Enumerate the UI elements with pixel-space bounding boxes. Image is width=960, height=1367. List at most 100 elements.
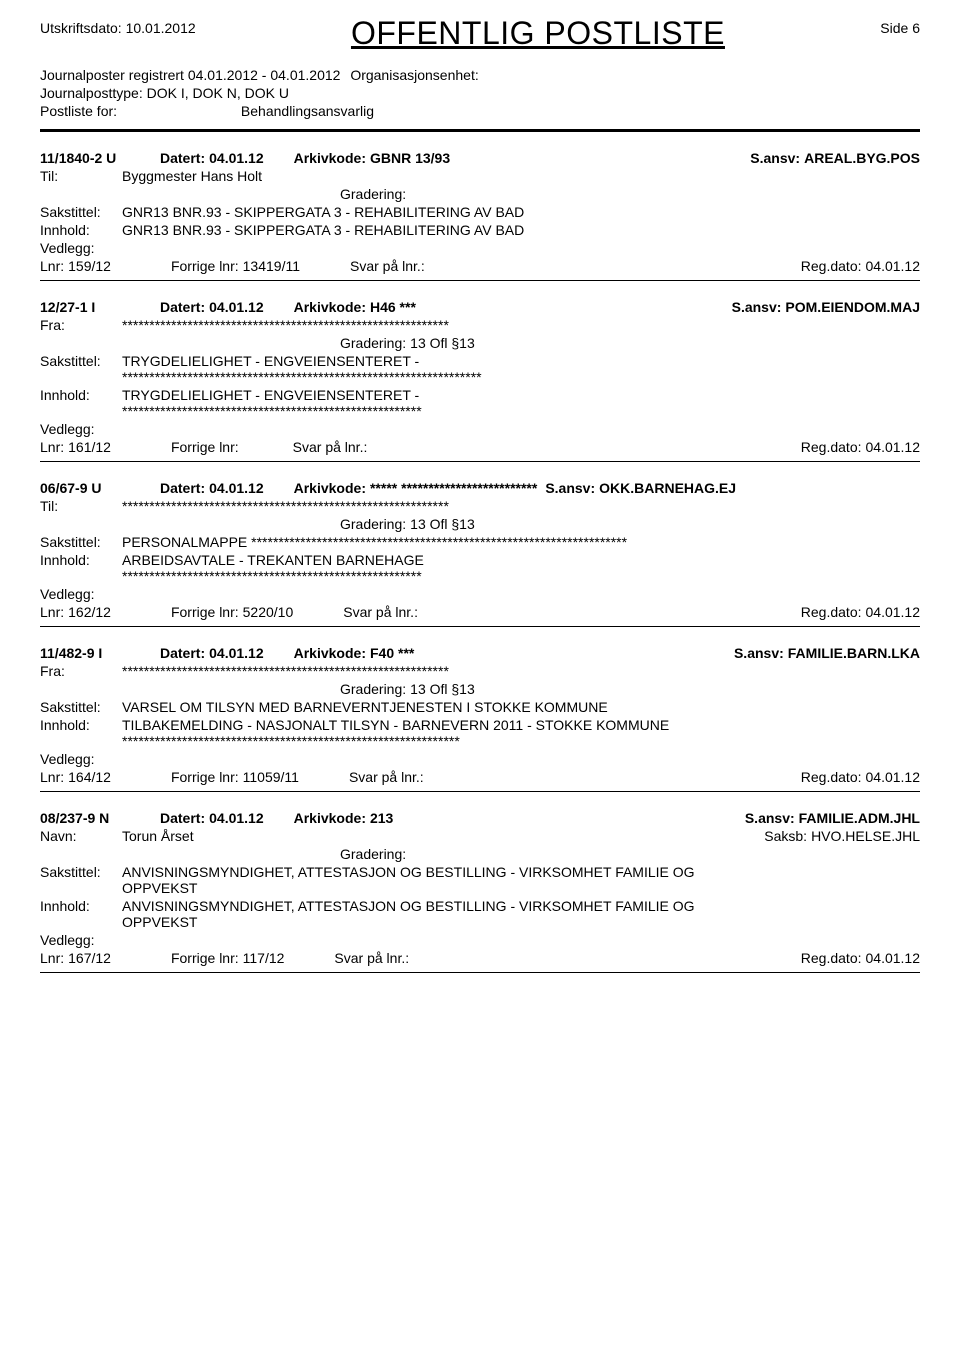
forrige-label: Forrige lnr: [171, 439, 239, 455]
svar-label: Svar på lnr.: [293, 439, 368, 455]
reg-label: Reg.dato: [801, 950, 862, 966]
arkiv-label: Arkivkode: [294, 645, 366, 661]
party-line: Fra: ***********************************… [40, 317, 920, 333]
innhold-value: ANVISNINGSMYNDIGHET, ATTESTASJON OG BEST… [122, 898, 920, 914]
vedlegg-label: Vedlegg: [40, 586, 122, 602]
arkiv-label: Arkivkode: [294, 480, 366, 496]
arkiv-value: GBNR 13/93 [370, 150, 450, 166]
sansv-value: FAMILIE.BARN.LKA [788, 645, 920, 661]
sakstittel-value: TRYGDELIELIGHET - ENGVEIENSENTERET - [122, 353, 920, 369]
record-id: 11/482-9 I [40, 645, 160, 661]
record-header: 08/237-9 N Datert: 04.01.12 Arkivkode: 2… [40, 810, 920, 826]
record-header: 06/67-9 U Datert: 04.01.12 Arkivkode: **… [40, 480, 920, 496]
innhold-line: Innhold: TRYGDELIELIGHET - ENGVEIENSENTE… [40, 387, 920, 403]
record-header: 11/1840-2 U Datert: 04.01.12 Arkivkode: … [40, 150, 920, 166]
sakstittel-value: ANVISNINGSMYNDIGHET, ATTESTASJON OG BEST… [122, 864, 920, 880]
sakstittel-cont: OPPVEKST [122, 880, 920, 896]
arkiv-value: H46 *** [370, 299, 416, 315]
reg-value: 04.01.12 [866, 604, 921, 620]
arkiv-label: Arkivkode: [294, 810, 366, 826]
record-id: 08/237-9 N [40, 810, 160, 826]
record-footer: Lnr: 159/12 Forrige lnr: 13419/11 Svar p… [40, 258, 920, 278]
innhold-value: TRYGDELIELIGHET - ENGVEIENSENTERET - [122, 387, 920, 403]
gradering-label: Gradering: [340, 846, 406, 862]
innhold-line: Innhold: ANVISNINGSMYNDIGHET, ATTESTASJO… [40, 898, 920, 914]
meta-org-label: Organisasjonsenhet: [350, 67, 478, 83]
vedlegg-label: Vedlegg: [40, 421, 122, 437]
sakstittel-line: Sakstittel: ANVISNINGSMYNDIGHET, ATTESTA… [40, 864, 920, 880]
vedlegg-line: Vedlegg: [40, 751, 920, 767]
reg-value: 04.01.12 [866, 769, 921, 785]
saksb-label: Saksb: [764, 828, 807, 844]
journal-record: 11/1840-2 U Datert: 04.01.12 Arkivkode: … [40, 150, 920, 281]
party-line: Til: ***********************************… [40, 498, 920, 514]
sakstittel-label: Sakstittel: [40, 864, 122, 880]
sakstittel-value: GNR13 BNR.93 - SKIPPERGATA 3 - REHABILIT… [122, 204, 920, 220]
innhold-cont: ****************************************… [122, 568, 920, 584]
forrige-label: Forrige lnr: [171, 604, 239, 620]
innhold-cont: ****************************************… [122, 403, 920, 419]
lnr-label: Lnr: [40, 769, 64, 785]
gradering-line: Gradering: 13 Ofl §13 [40, 516, 920, 532]
party-label: Fra: [40, 663, 122, 679]
sakstittel-label: Sakstittel: [40, 204, 122, 220]
record-id: 06/67-9 U [40, 480, 160, 496]
date-value: 04.01.12 [209, 645, 264, 661]
print-date: Utskriftsdato: 10.01.2012 [40, 20, 196, 36]
lnr-label: Lnr: [40, 950, 64, 966]
meta-postliste-value: Behandlingsansvarlig [241, 103, 374, 119]
party-label: Fra: [40, 317, 122, 333]
sakstittel-value: VARSEL OM TILSYN MED BARNEVERNTJENESTEN … [122, 699, 920, 715]
gradering-label: Gradering: [340, 186, 406, 202]
divider [40, 626, 920, 627]
gradering-label: Gradering: [340, 335, 406, 351]
arkiv-value: 213 [370, 810, 393, 826]
party-value: ****************************************… [122, 498, 920, 514]
reg-value: 04.01.12 [866, 950, 921, 966]
date-label: Datert: [160, 645, 205, 661]
vedlegg-label: Vedlegg: [40, 932, 122, 948]
innhold-value: GNR13 BNR.93 - SKIPPERGATA 3 - REHABILIT… [122, 222, 920, 238]
saksb-value: HVO.HELSE.JHL [811, 828, 920, 844]
navn-label: Navn: [40, 828, 122, 844]
record-header: 11/482-9 I Datert: 04.01.12 Arkivkode: F… [40, 645, 920, 661]
sakstittel-line: Sakstittel: PERSONALMAPPE **************… [40, 534, 920, 550]
record-id: 11/1840-2 U [40, 150, 160, 166]
sakstittel-value: PERSONALMAPPE **************************… [122, 534, 920, 550]
arkiv-label: Arkivkode: [294, 299, 366, 315]
sakstittel-line: Sakstittel: VARSEL OM TILSYN MED BARNEVE… [40, 699, 920, 715]
record-footer: Lnr: 162/12 Forrige lnr: 5220/10 Svar på… [40, 604, 920, 624]
sansv-label: S.ansv: [734, 645, 784, 661]
print-date-label: Utskriftsdato: [40, 20, 122, 36]
sansv-label: S.ansv: [732, 299, 782, 315]
vedlegg-line: Vedlegg: [40, 421, 920, 437]
innhold-cont: OPPVEKST [122, 914, 920, 930]
reg-label: Reg.dato: [801, 258, 862, 274]
sansv-label: S.ansv: [750, 150, 800, 166]
sansv-label: S.ansv: [745, 810, 795, 826]
innhold-label: Innhold: [40, 387, 122, 403]
reg-label: Reg.dato: [801, 604, 862, 620]
journal-record: 12/27-1 I Datert: 04.01.12 Arkivkode: H4… [40, 299, 920, 462]
arkiv-value: ***** ************************* [370, 480, 537, 496]
reg-value: 04.01.12 [866, 439, 921, 455]
journal-record: 06/67-9 U Datert: 04.01.12 Arkivkode: **… [40, 480, 920, 627]
sansv-value: AREAL.BYG.POS [804, 150, 920, 166]
date-label: Datert: [160, 810, 205, 826]
meta-journalposttype-label: Journalposttype: [40, 85, 143, 101]
meta-postliste: Postliste for: Behandlingsansvarlig [40, 103, 920, 119]
lnr-label: Lnr: [40, 439, 64, 455]
navn-value: Torun Årset [122, 828, 194, 844]
innhold-value: ARBEIDSAVTALE - TREKANTEN BARNEHAGE [122, 552, 920, 568]
forrige-value: 11059/11 [243, 769, 299, 785]
innhold-line: Innhold: ARBEIDSAVTALE - TREKANTEN BARNE… [40, 552, 920, 568]
party-value: ****************************************… [122, 317, 920, 333]
svar-label: Svar på lnr.: [334, 950, 409, 966]
meta-registered-label: Journalposter registrert [40, 67, 184, 83]
svar-label: Svar på lnr.: [343, 604, 418, 620]
vedlegg-line: Vedlegg: [40, 932, 920, 948]
date-label: Datert: [160, 480, 205, 496]
gradering-line: Gradering: 13 Ofl §13 [40, 335, 920, 351]
gradering-label: Gradering: [340, 681, 406, 697]
gradering-line: Gradering: [40, 186, 920, 202]
